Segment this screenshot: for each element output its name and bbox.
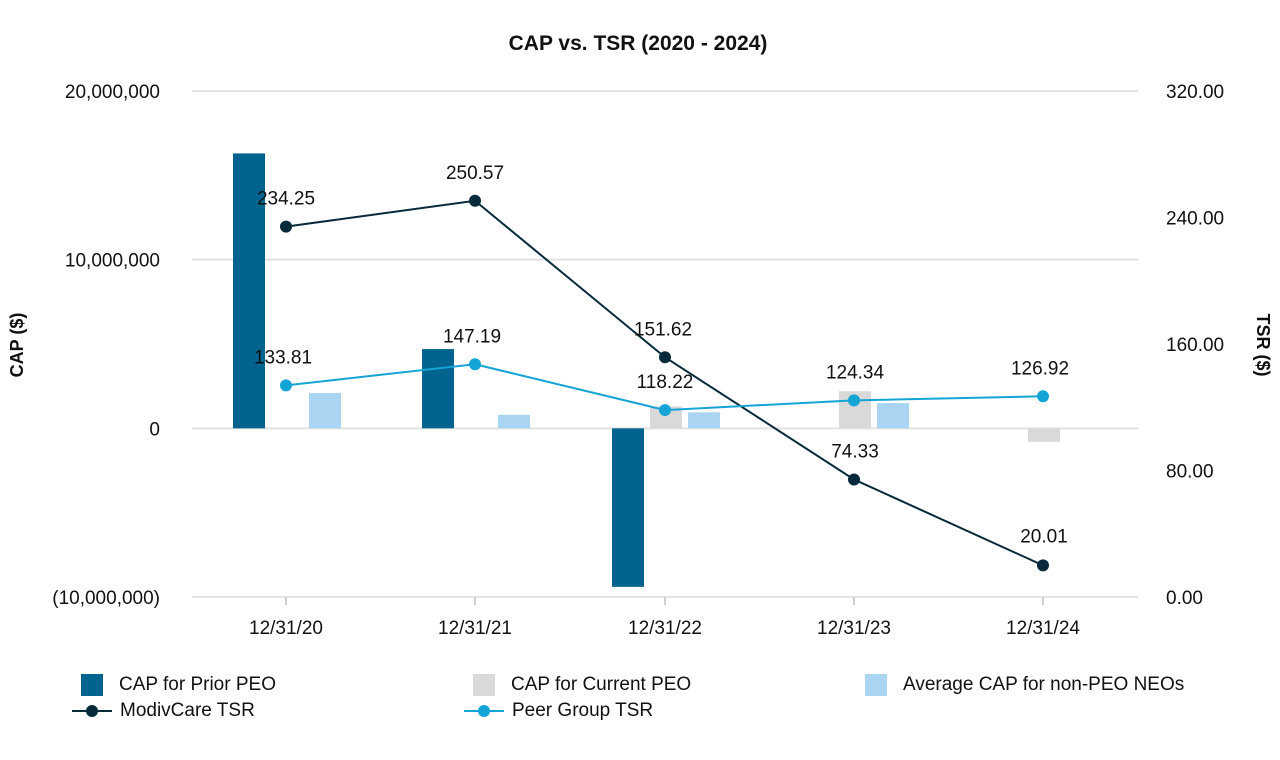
legend-label-current-peo: CAP for Current PEO [511,674,692,695]
bar-cap-for-current-peo [1028,428,1060,442]
bar-cap-for-prior-peo [422,349,454,429]
data-label-peer-group-tsr: 124.34 [826,362,885,383]
legend-label-prior-peo: CAP for Prior PEO [119,674,276,695]
y-tick-right-label: 160.00 [1166,335,1224,356]
legend-item-non-peo: Average CAP for non-PEO NEOs [865,674,1184,696]
point-peer-group-tsr [280,379,292,392]
bar-average-cap-for-non-peo-neos [309,392,341,429]
legend-swatch-non-peo [865,674,887,696]
bar-cap-for-prior-peo [612,428,644,587]
bar-series [233,153,1060,587]
bar-cap-for-current-peo [650,406,682,429]
y-axis-right-label: TSR ($) [1253,314,1273,377]
legend-swatch-current-peo [473,674,495,696]
data-label-modivcare-tsr: 234.25 [257,189,315,210]
point-peer-group-tsr [1037,390,1049,403]
x-tick-label: 12/31/23 [817,618,891,639]
legend-item-prior-peo: CAP for Prior PEO [81,674,276,696]
point-modivcare-tsr [469,194,481,207]
data-label-peer-group-tsr: 147.19 [443,326,501,347]
chart-title: CAP vs. TSR (2020 - 2024) [509,32,768,55]
point-modivcare-tsr [848,473,860,486]
legend-item-modivcare-tsr: ModivCare TSR [72,700,255,722]
legend-label-non-peo: Average CAP for non-PEO NEOs [903,674,1185,695]
point-modivcare-tsr [1037,559,1049,572]
bar-cap-for-prior-peo [233,153,265,429]
point-modivcare-tsr [659,351,671,364]
point-modivcare-tsr [280,220,292,233]
legend-label-modivcare-tsr: ModivCare TSR [120,700,255,721]
point-peer-group-tsr [848,394,860,407]
x-tick-label: 12/31/20 [249,618,323,639]
y-axis-right-ticks: 320.00 240.00 160.00 80.00 0.00 [1166,82,1224,609]
y-axis-left-ticks: 20,000,000 10,000,000 0 (10,000,000) [52,82,160,609]
y-tick-right-label: 80.00 [1166,462,1214,483]
data-label-peer-group-tsr: 133.81 [254,347,312,368]
bar-average-cap-for-non-peo-neos [498,414,530,429]
point-peer-group-tsr [659,404,671,417]
cap-vs-tsr-chart: CAP vs. TSR (2020 - 2024) CAP ($) TSR ($… [7,32,1273,639]
legend-label-peer-tsr: Peer Group TSR [512,700,654,721]
x-tick-label: 12/31/21 [438,618,512,639]
x-axis-ticks: 12/31/20 12/31/21 12/31/22 12/31/23 12/31/24 [249,597,1080,639]
gridlines [192,90,1138,598]
y-tick-left-label: 10,000,000 [65,251,160,272]
y-axis-left-label: CAP ($) [7,313,27,378]
y-tick-right-label: 240.00 [1166,209,1224,230]
legend-item-current-peo: CAP for Current PEO [473,674,691,696]
legend-item-peer-tsr: Peer Group TSR [464,700,653,722]
line-series: 234.25 250.57 151.62 74.33 20.01 133.81 147.19… [254,163,1069,572]
x-tick-label: 12/31/24 [1006,618,1080,639]
y-tick-left-label: (10,000,000) [52,588,160,609]
point-peer-group-tsr [469,358,481,371]
legend-swatch-modivcare-tsr [72,700,112,722]
data-label-peer-group-tsr: 126.92 [1011,358,1069,379]
data-label-modivcare-tsr: 151.62 [634,319,692,340]
data-label-modivcare-tsr: 74.33 [831,441,879,462]
data-label-modivcare-tsr: 20.01 [1020,526,1068,547]
bar-average-cap-for-non-peo-neos [877,403,909,429]
y-tick-right-label: 320.00 [1166,82,1224,103]
y-tick-right-label: 0.00 [1166,588,1203,609]
legend-swatch-peer-tsr [464,700,504,722]
legend-swatch-prior-peo [81,674,103,696]
x-tick-label: 12/31/22 [628,618,702,639]
data-label-modivcare-tsr: 250.57 [446,163,504,184]
data-label-peer-group-tsr: 118.22 [637,372,694,393]
y-tick-left-label: 0 [149,419,160,440]
y-tick-left-label: 20,000,000 [65,82,160,103]
bar-average-cap-for-non-peo-neos [688,412,720,429]
